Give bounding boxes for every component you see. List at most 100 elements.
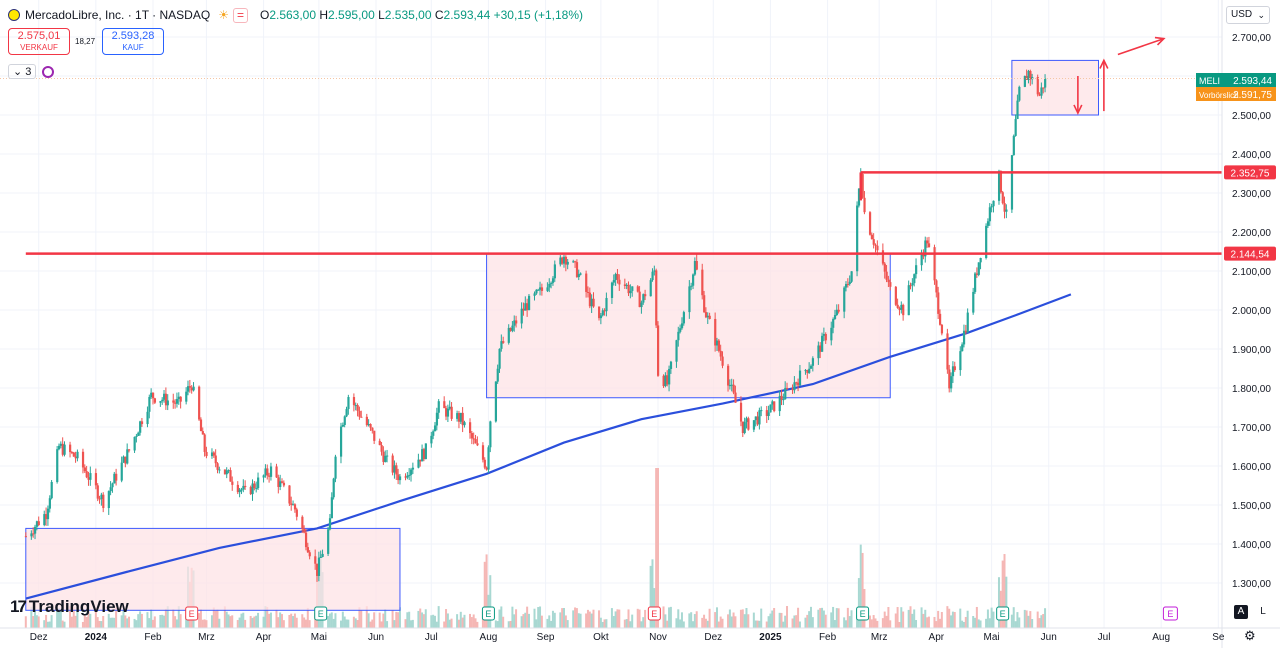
candle-body [175,399,179,404]
candle [680,317,684,330]
candle [227,469,230,474]
currency-selector[interactable]: USD ⌄ [1226,6,1270,24]
price-tick-label: 1.800,00 [1232,384,1271,395]
volume-bar [1001,560,1004,628]
candle [939,309,942,326]
candle-body [714,318,717,346]
candle-body [179,396,182,402]
candle-body [948,369,951,389]
candle-body [809,365,813,369]
candle [599,312,603,325]
candle-body [767,412,770,416]
volume-bar [977,619,980,628]
candle [485,466,488,471]
volume-bar [732,612,735,628]
volume-bar [874,618,877,628]
candle-body [373,430,376,441]
candle [857,188,861,208]
candle-body [782,399,785,401]
candle-body [961,344,964,352]
candle [242,479,245,493]
volume-bar [373,612,376,628]
candle [924,236,927,263]
auto-scale-button[interactable]: A [1234,605,1248,619]
candle-body [623,284,627,287]
equals-icon[interactable]: = [232,7,248,23]
volume-bar [199,609,202,628]
volume-bar [81,621,84,628]
volume-bar [662,606,665,628]
candle-body [902,304,905,316]
candle-body [443,401,446,409]
candle [563,254,566,268]
candle [915,258,918,279]
buy-button[interactable]: 2.593,28 KAUF [102,28,164,55]
refresh-icon[interactable] [42,65,55,78]
earnings-marker [314,606,328,621]
volume-bar [83,615,86,628]
volume-bar [163,615,166,628]
candle-body [522,308,525,311]
volume-bar [1031,619,1034,628]
candle [577,269,580,281]
candle-body [975,273,979,275]
candle-body [382,451,385,462]
candle [339,422,343,464]
candle-body [408,474,411,476]
candle-body [192,386,195,391]
candle-body [386,455,389,457]
volume-bar [292,616,295,628]
candle [164,387,168,410]
sell-button[interactable]: 2.575,01 VERKAUF [8,28,70,55]
candle-body [727,365,730,386]
arrow-breakout [1117,37,1165,56]
candle [1018,85,1021,102]
candle-body [172,400,175,403]
candle-body [856,205,859,272]
candle [288,485,291,506]
volume-bar [920,607,923,628]
candle [218,466,221,474]
volume-bar [198,613,201,628]
volume-bar [98,620,101,628]
volume-bar [780,612,783,628]
candle-body [163,393,166,400]
symbol-title[interactable]: MercadoLibre, Inc. · 1T · NASDAQ [25,8,211,22]
candle [330,492,333,519]
candle-body [666,375,669,385]
tradingview-logo[interactable]: 17 TradingView [10,597,129,616]
candle [187,380,190,396]
upcoming-event-marker [1162,606,1178,621]
candle-body [769,404,772,413]
candle [894,286,897,307]
candle-body [999,170,1003,193]
candle [306,542,310,553]
candle [598,306,601,321]
volume-bar [371,619,374,628]
candle-body [586,291,590,293]
candle [843,286,846,319]
volume-bar [868,615,871,628]
volume-bar [922,613,925,628]
log-scale-button[interactable]: L [1260,606,1266,617]
candle-body [463,422,466,426]
candle [424,443,427,460]
market-hours-sun-icon[interactable]: ☀ [218,8,229,22]
candle [172,393,175,409]
volume-bar [915,619,918,628]
price-marker-name: Vorbörslich [1199,91,1239,100]
volume-bar [126,618,129,628]
candle-body [469,422,472,434]
volume-bar [448,619,451,628]
settings-gear-icon[interactable]: ⚙ [1244,628,1256,643]
candle-body [435,412,439,426]
candle-body [563,256,566,264]
candle [791,384,794,394]
candle-body [50,481,53,499]
candle-body [863,197,866,213]
indicators-toggle[interactable]: ⌄ 3 [8,64,37,79]
candle-body [850,271,853,282]
candle-body [456,413,459,419]
volume-bar [384,609,387,628]
